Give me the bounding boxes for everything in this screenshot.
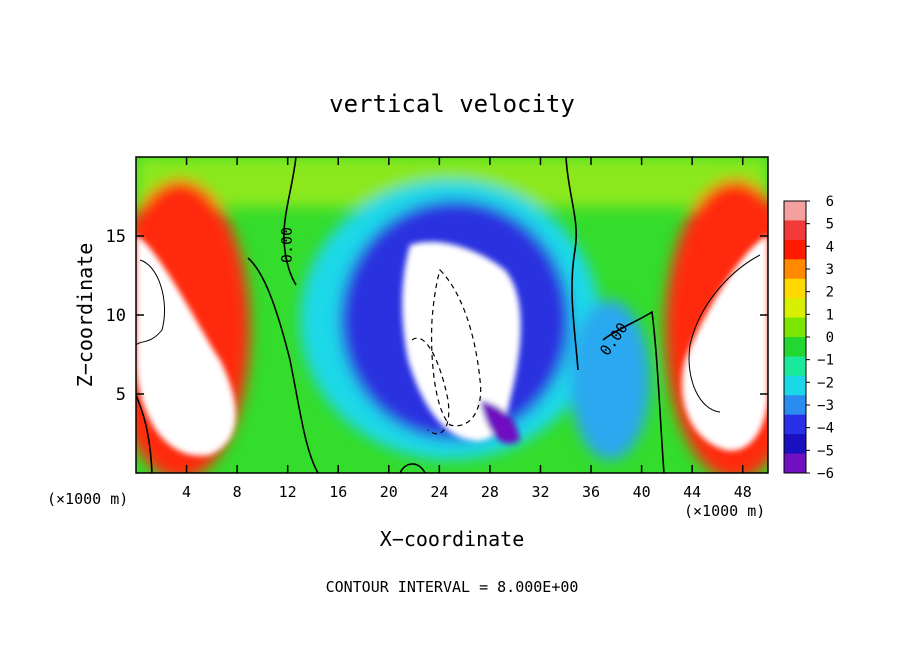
colorbar-tick-label: −2: [817, 375, 834, 391]
x-tick-label: 12: [279, 483, 297, 501]
colorbar-tick-label: 6: [826, 194, 834, 210]
colorbar-swatch: [784, 375, 806, 396]
contour-positive-left: [136, 259, 166, 346]
colorbar-swatch: [784, 414, 806, 435]
contour-positive-right: [688, 254, 761, 413]
colorbar-tick-label: 4: [826, 239, 834, 255]
field-center-purple: [480, 400, 520, 444]
x-unit-right: (×1000 m): [684, 502, 765, 520]
colorbar-tick-label: 5: [826, 217, 834, 233]
x-tick-label: 28: [481, 483, 499, 501]
colorbar: 6 5 4 3 2 1 0 −1 −2 −3 −4 −5 −6: [783, 194, 834, 482]
x-tick-label: 8: [233, 483, 242, 501]
x-axis: 4 8 12 16 20 24 28 32 36 40 44 48: [182, 157, 752, 501]
colorbar-tick-label: −6: [817, 466, 834, 482]
colorbar-swatch: [784, 453, 806, 474]
contour-zero-right: [565, 157, 579, 371]
x-tick-label: 20: [380, 483, 398, 501]
colorbar-swatch: [784, 317, 806, 338]
colorbar-swatch: [784, 356, 806, 377]
contour-zero-right-lower: [602, 310, 665, 473]
colorbar-tick-label: 0: [826, 330, 834, 346]
colorbar-swatch: [784, 298, 806, 319]
chart-title: vertical velocity: [329, 90, 575, 118]
field-right-white: [681, 235, 768, 451]
y-tick-label: 15: [106, 227, 126, 247]
y-axis-label: Z−coordinate: [73, 243, 97, 388]
contour-zero-left: [247, 257, 319, 473]
contour-bottom-left: [136, 394, 153, 473]
x-unit-left: (×1000 m): [47, 490, 128, 508]
plot-area: 0.00 0.00: [136, 157, 768, 473]
colorbar-swatch: [784, 220, 806, 241]
contour-lines: [136, 157, 761, 473]
colorbar-swatch: [784, 434, 806, 455]
field-center-white: [402, 241, 521, 441]
colorbar-tick-label: 2: [826, 285, 834, 301]
field-left-white: [136, 235, 236, 456]
field-right-cyan: [570, 300, 650, 460]
colorbar-swatch: [784, 337, 806, 357]
x-tick-label: 24: [430, 483, 448, 501]
colorbar-swatch: [784, 239, 806, 260]
colorbar-swatch: [784, 259, 806, 280]
contour-label-left: 0.00: [278, 227, 296, 263]
x-tick-label: 4: [182, 483, 191, 501]
y-tick-label: 5: [116, 385, 126, 405]
colorbar-tick-label: 3: [826, 262, 834, 278]
contour-bottom-mid: [399, 463, 426, 473]
colorbar-tick-label: −4: [817, 421, 834, 437]
contour-zero-left-upper: [283, 157, 297, 286]
y-axis: 5 10 15: [106, 227, 768, 405]
x-tick-label: 48: [734, 483, 752, 501]
x-axis-label: X−coordinate: [380, 527, 525, 551]
x-tick-label: 44: [683, 483, 701, 501]
colorbar-tick-label: 1: [826, 307, 834, 323]
colorbar-swatch: [784, 278, 806, 299]
colorbar-swatch: [784, 201, 806, 221]
contour-interval-note: CONTOUR INTERVAL = 8.000E+00: [326, 578, 579, 596]
contour-negative: [411, 268, 482, 435]
y-tick-label: 10: [106, 306, 126, 326]
x-tick-label: 36: [582, 483, 600, 501]
colorbar-tick-label: −3: [817, 398, 834, 414]
contour-negative-outer: [411, 337, 450, 435]
colorbar-swatch: [784, 395, 806, 416]
colorbar-tick-label: −1: [817, 353, 834, 369]
colorbar-tick-label: −5: [817, 443, 834, 459]
contour-negative-inner: [431, 268, 482, 427]
x-tick-label: 16: [329, 483, 347, 501]
x-tick-label: 40: [633, 483, 651, 501]
x-tick-label: 32: [531, 483, 549, 501]
